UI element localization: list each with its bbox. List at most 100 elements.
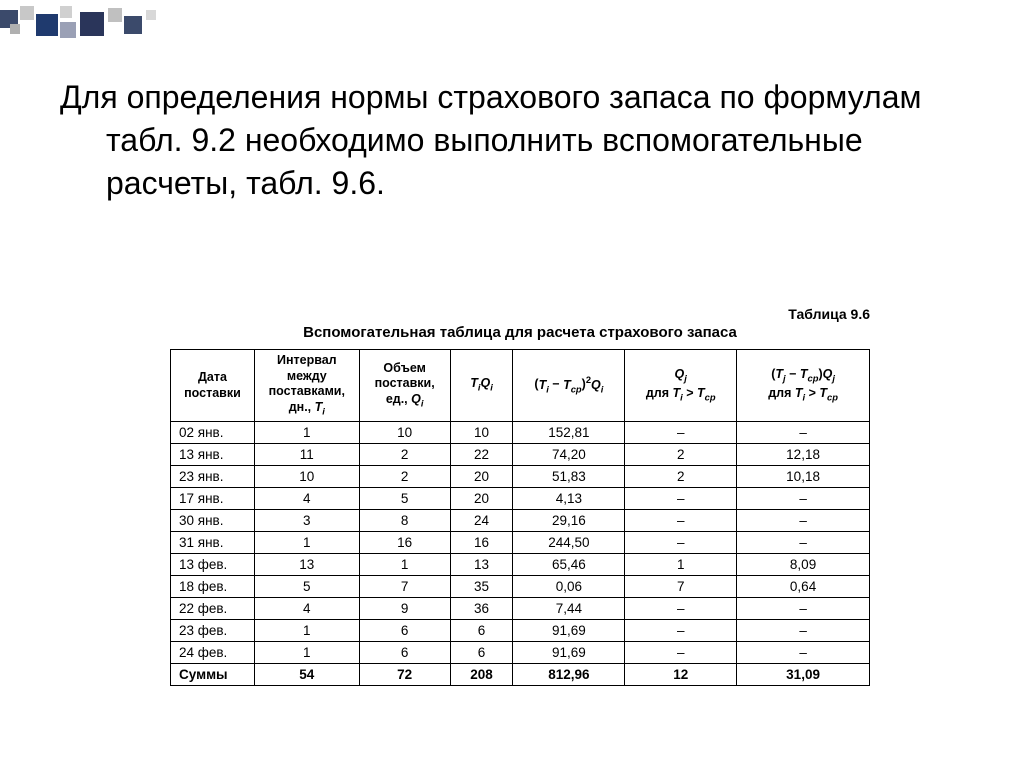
table-cell: – [737,488,870,510]
table-row: 30 янв.382429,16–– [171,510,870,532]
slide: Для определения нормы страхового запаса … [0,0,1024,767]
decor-square [60,22,76,38]
table-cell: 23 янв. [171,466,255,488]
table-cell: 0,64 [737,576,870,598]
table-cell: 10 [359,422,450,444]
table-cell: 7,44 [513,598,625,620]
sum-cell: 208 [450,664,513,686]
table-cell: 10,18 [737,466,870,488]
table-cell: 22 фев. [171,598,255,620]
table-cell: 0,06 [513,576,625,598]
decor-square [108,8,122,22]
table-cell: – [625,598,737,620]
table-cell: 13 фев. [171,554,255,576]
sum-row: Суммы5472208812,961231,09 [171,664,870,686]
table-cell: 3 [254,510,359,532]
table-cell: 8,09 [737,554,870,576]
table-cell: 9 [359,598,450,620]
table-cell: 10 [254,466,359,488]
decorative-squares [0,0,180,48]
table-cell: 20 [450,466,513,488]
table-cell: 4 [254,488,359,510]
table-row: 23 янв.1022051,83210,18 [171,466,870,488]
table-cell: 244,50 [513,532,625,554]
table-cell: 6 [359,620,450,642]
table-cell: – [737,422,870,444]
table-cell: – [625,620,737,642]
table-cell: 31 янв. [171,532,255,554]
table-caption: Таблица 9.6 [170,306,870,322]
table-cell: 10 [450,422,513,444]
paragraph-text: Для определения нормы страхового запаса … [60,76,940,206]
table-cell: 5 [359,488,450,510]
table-cell: 91,69 [513,642,625,664]
table-cell: – [737,532,870,554]
table-cell: 18 фев. [171,576,255,598]
table-cell: – [737,510,870,532]
table-cell: 91,69 [513,620,625,642]
sum-cell: 812,96 [513,664,625,686]
table-cell: 2 [359,466,450,488]
body-paragraph: Для определения нормы страхового запаса … [60,76,940,206]
table-cell: 4 [254,598,359,620]
decor-square [10,24,20,34]
table-cell: 11 [254,444,359,466]
table-cell: 24 [450,510,513,532]
table-cell: 1 [254,532,359,554]
table-cell: 6 [450,642,513,664]
table-subtitle: Вспомогательная таблица для расчета стра… [170,324,870,341]
table-cell: 36 [450,598,513,620]
table-cell: – [625,642,737,664]
table-cell: – [625,488,737,510]
table-cell: 2 [359,444,450,466]
table-cell: 7 [359,576,450,598]
table-header: ДатапоставкиИнтервалмеждупоставками,дн.,… [171,350,870,422]
header-row: ДатапоставкиИнтервалмеждупоставками,дн.,… [171,350,870,422]
table-row: 23 фев.16691,69–– [171,620,870,642]
table-block: Таблица 9.6 Вспомогательная таблица для … [170,306,870,686]
decor-square [20,6,34,20]
table-cell: 65,46 [513,554,625,576]
sum-cell: 31,09 [737,664,870,686]
table-cell: 22 [450,444,513,466]
column-header: (Tj − Tср)Qjдля Ti > Tср [737,350,870,422]
table-cell: – [737,642,870,664]
column-header: Qjдля Ti > Tср [625,350,737,422]
table-cell: 24 фев. [171,642,255,664]
table-cell: 1 [625,554,737,576]
table-cell: 7 [625,576,737,598]
table-cell: 51,83 [513,466,625,488]
decor-square [60,6,72,18]
table-cell: 13 янв. [171,444,255,466]
sum-cell: 72 [359,664,450,686]
table-cell: 23 фев. [171,620,255,642]
table-cell: 74,20 [513,444,625,466]
decor-square [146,10,156,20]
table-cell: 152,81 [513,422,625,444]
table-cell: – [625,532,737,554]
table-cell: 12,18 [737,444,870,466]
table-cell: 13 [450,554,513,576]
table-cell: 6 [450,620,513,642]
data-table: ДатапоставкиИнтервалмеждупоставками,дн.,… [170,349,870,686]
table-cell: 2 [625,444,737,466]
table-row: 02 янв.11010152,81–– [171,422,870,444]
table-cell: – [737,620,870,642]
table-cell: 8 [359,510,450,532]
table-cell: 2 [625,466,737,488]
table-cell: 16 [450,532,513,554]
table-cell: 29,16 [513,510,625,532]
sum-cell: 12 [625,664,737,686]
sum-cell: 54 [254,664,359,686]
table-row: 22 фев.49367,44–– [171,598,870,620]
table-cell: 1 [254,620,359,642]
table-row: 17 янв.45204,13–– [171,488,870,510]
table-cell: 30 янв. [171,510,255,532]
table-cell: 02 янв. [171,422,255,444]
table-cell: – [737,598,870,620]
column-header: TiQi [450,350,513,422]
table-row: 13 фев.1311365,4618,09 [171,554,870,576]
table-cell: 1 [254,422,359,444]
table-row: 24 фев.16691,69–– [171,642,870,664]
table-cell: 35 [450,576,513,598]
